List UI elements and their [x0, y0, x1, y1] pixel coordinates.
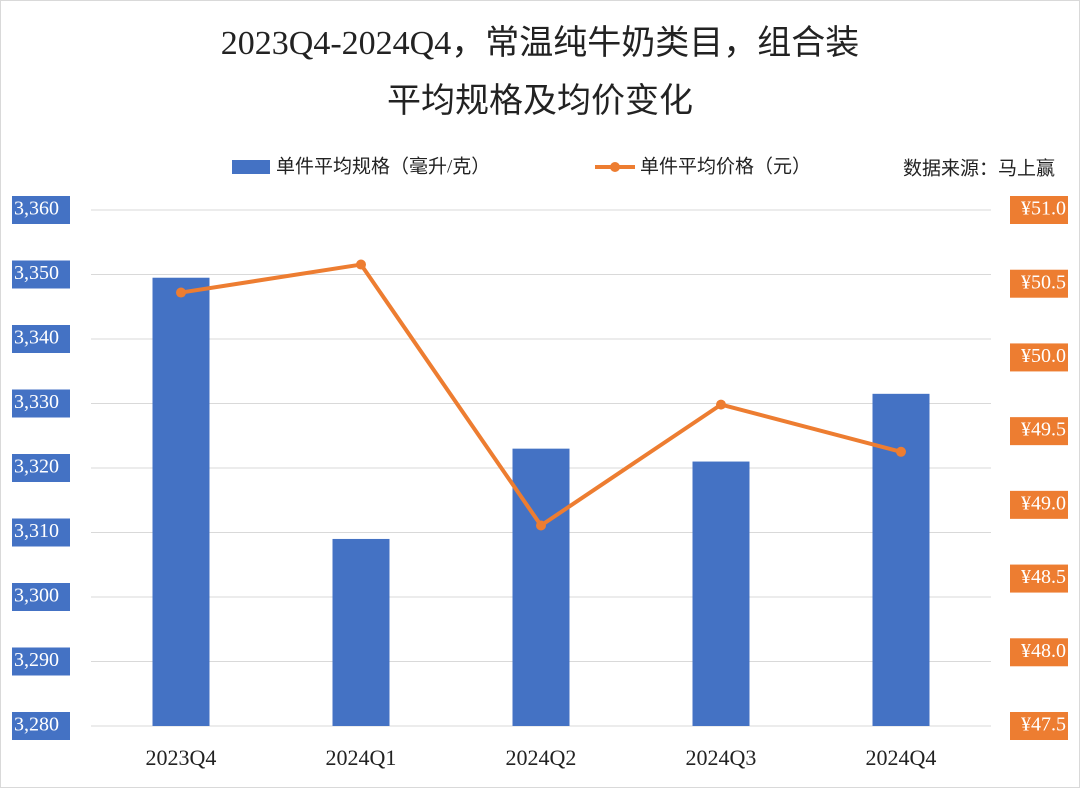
- y2-tick-label: ¥50.5: [1021, 271, 1066, 293]
- bar: [692, 461, 750, 726]
- y2-tick-label: ¥48.0: [1021, 640, 1066, 662]
- y2-tick-bg: [1010, 638, 1068, 667]
- legend-swatch: [232, 160, 270, 174]
- y-tick-label: 3,330: [14, 391, 59, 413]
- x-tick-label: 2024Q1: [326, 745, 397, 770]
- y2-tick-bg: [1010, 196, 1068, 224]
- y-tick-bg: [12, 260, 70, 289]
- y-tick-bg: [12, 325, 70, 353]
- y-tick-bg: [12, 647, 70, 676]
- bar: [872, 393, 930, 726]
- y-tick-label: 3,290: [14, 649, 59, 671]
- y2-tick-label: ¥49.0: [1021, 492, 1066, 514]
- y-tick-bg: [12, 454, 70, 482]
- bar: [332, 538, 390, 726]
- y2-tick-label: ¥48.5: [1021, 566, 1066, 588]
- x-tick-label: 2024Q4: [866, 745, 937, 770]
- y2-tick-label: ¥51.0: [1021, 198, 1066, 220]
- y2-tick-bg: [1010, 564, 1068, 593]
- x-tick-label: 2024Q2: [506, 745, 577, 770]
- chart-subtitle: 平均规格及均价变化: [387, 82, 693, 120]
- bar: [152, 277, 210, 726]
- y-tick-bg: [12, 583, 70, 611]
- line-point: [896, 446, 906, 457]
- y2-tick-label: ¥47.5: [1021, 714, 1066, 736]
- y2-tick-bg: [1010, 417, 1068, 446]
- line-point: [356, 259, 366, 270]
- y2-tick-bg: [1010, 269, 1068, 298]
- y-tick-label: 3,280: [14, 714, 59, 736]
- y-tick-label: 3,300: [14, 585, 59, 607]
- y-tick-label: 3,350: [14, 262, 59, 284]
- y-tick-bg: [12, 518, 70, 547]
- line-point: [176, 287, 186, 298]
- line-point: [716, 399, 726, 410]
- y2-tick-label: ¥50.0: [1021, 345, 1066, 367]
- source-note: 数据来源：马上赢: [903, 157, 1055, 179]
- x-tick-label: 2023Q4: [146, 745, 217, 770]
- y-tick-bg: [12, 712, 70, 740]
- y-tick-bg: [12, 196, 70, 224]
- bar: [512, 448, 570, 726]
- chart-title: 2023Q4-2024Q4，常温纯牛奶类目，组合装: [221, 24, 859, 62]
- y2-tick-bg: [1010, 712, 1068, 740]
- y-tick-label: 3,310: [14, 520, 59, 542]
- line-point: [536, 520, 546, 531]
- y2-tick-label: ¥49.5: [1021, 419, 1066, 441]
- y2-tick-bg: [1010, 490, 1068, 519]
- legend-swatch: [610, 162, 620, 172]
- y-tick-label: 3,340: [14, 327, 59, 349]
- x-tick-label: 2024Q3: [686, 745, 757, 770]
- legend-label: 单件平均价格（元）: [640, 155, 811, 177]
- y2-tick-bg: [1010, 343, 1068, 372]
- y-tick-label: 3,320: [14, 456, 59, 478]
- y-tick-label: 3,360: [14, 198, 59, 220]
- y-tick-bg: [12, 389, 70, 418]
- legend-label: 单件平均规格（毫升/克）: [276, 155, 490, 177]
